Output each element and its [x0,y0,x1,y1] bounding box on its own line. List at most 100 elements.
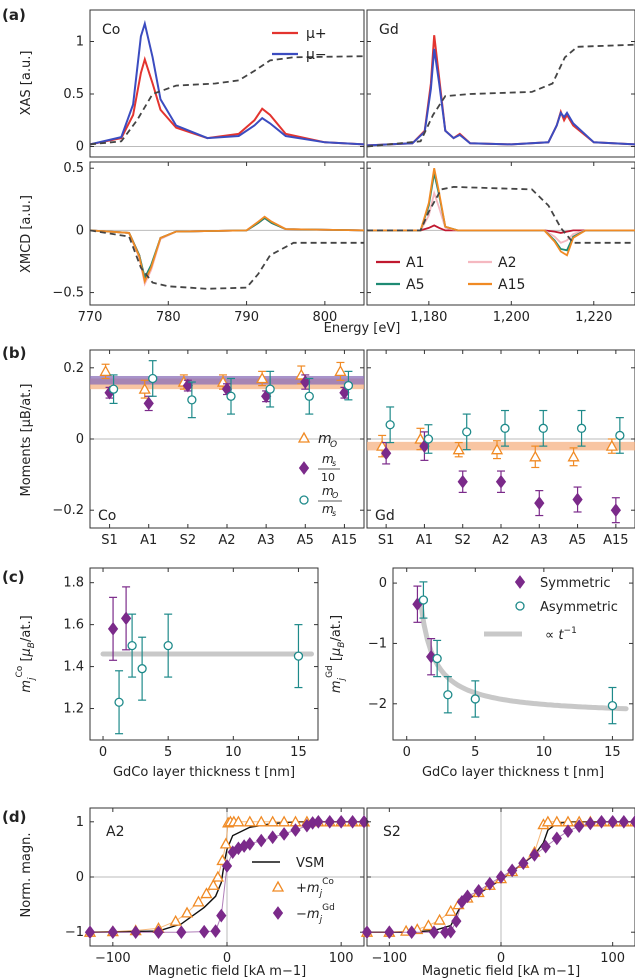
moments-point-m_s/10 [457,474,468,489]
mj-x-label: 0 [403,745,411,760]
hyst-point-−m_j^Gd [153,925,164,940]
panel-label: (b) [2,344,26,362]
moments-x-label: A5 [569,533,586,548]
mj-y-label: −2 [368,697,387,712]
hyst-point-+m_j^Co [243,815,256,827]
moments-point-m_O [256,372,269,384]
moments-legend-label: m [322,452,334,466]
hyst-point-+m_j^Co [200,887,213,899]
energy-xlabel: Energy [eV] [324,321,401,336]
xmcd-x-label: 1,180 [410,310,447,325]
moments-x-label: A2 [492,533,509,548]
mj-co-ylabel: mjCo [μB/at.] [15,615,37,692]
mj-y-label: 1.8 [63,576,84,591]
moments-point-m_s/10 [381,446,392,461]
mj-x-label: 10 [225,745,242,760]
xas-frame-Gd [366,9,635,158]
hyst-point-−m_j^Gd [585,816,596,831]
moments-legend-label: m [322,484,334,498]
xmcd-x-label: 1,200 [493,310,530,325]
hyst-point-+m_j^Co [255,815,268,827]
moments-legend-label: 10 [321,471,335,484]
hyst-point-−m_j^Gd [540,839,551,854]
hyst-point-−m_j^Gd [562,824,574,839]
mj-frame-Co [89,567,319,741]
hyst-sample-label: S2 [383,824,401,840]
moments-ylabel: Moments [μB/at.] [19,384,34,497]
mj-point-Asymmetric [137,664,147,674]
hyst-point-+m_j^Co [180,906,194,918]
xas-series-step [90,55,364,146]
xmcd-x-label: 790 [234,310,259,325]
moments-legend-sub: s [332,509,336,518]
hyst-point-−m_j^Gd [574,819,585,834]
moments-point-m_O [605,439,618,451]
hyst-point-+m_j^Co [192,895,205,907]
xmcd-frame-Co [89,161,365,306]
hyst-legend-label: +mjCo [296,877,334,899]
moments-element-label: Co [98,508,116,524]
moments-legend-sub: O [332,491,338,500]
xas-y-label: 0 [76,140,84,155]
moments-x-label: A15 [603,533,628,548]
hyst-point-+m_j^Co [207,878,220,890]
xmcd-series-A1 [367,224,635,234]
mj-legend-marker [515,601,525,611]
mj-point-Asymmetric [418,595,429,605]
panel-label: (a) [2,6,26,24]
xmcd-series-A15 [90,215,364,285]
xas-series-μ− [367,48,635,147]
hyst-point-−m_j^Gd [618,814,629,829]
mj-point-Asymmetric [293,651,304,661]
moments-point-m_O/m_s [343,380,354,391]
hyst-point-+m_j^Co [277,815,291,827]
hyst-point-−m_j^Gd [607,814,618,829]
hyst-point-−m_j^Gd [462,889,473,904]
moments-point-m_O/m_s [265,384,275,394]
xmcd-series-A5 [367,173,635,252]
moments-x-label: A5 [297,533,314,548]
mj-y-label: 1.2 [63,702,84,717]
field-xlabel: Magnetic field [kA m−1] [148,964,306,979]
moments-x-label: S1 [101,533,118,548]
hyst-point-−m_j^Gd [518,856,529,871]
mj-point-Asymmetric [127,640,137,651]
mj-legend-label: Asymmetric [540,600,618,615]
hyst-point-−m_j^Gd [313,814,324,829]
hyst-y-label: 1 [76,815,84,830]
moments-point-m_O [529,450,542,462]
hyst-point-−m_j^Gd [336,814,347,829]
hyst-x-label: 100 [600,951,625,966]
xmcd-series-A2 [367,189,635,244]
xmcd-series-integral [367,185,635,244]
mj-legend-label: ∝ t−1 [545,626,577,643]
hyst-point-−m_j^Gd [221,859,233,873]
xmcd-series-A2 [90,215,364,287]
hyst-point-−m_j^Gd [361,925,373,940]
moments-legend-label: m [318,431,332,447]
moments-point-m_O/m_s [423,434,434,444]
xas-frame-Co [89,9,365,158]
moments-point-m_O/m_s [538,423,548,433]
xmcd-legend-label: A15 [498,277,525,293]
hyst-point-+m_j^Co [211,870,224,882]
hyst-point-+m_j^Co [219,837,232,849]
moments-point-m_s/10 [495,474,507,489]
hyst-point-−m_j^Gd [551,831,562,846]
hyst-point-+m_j^Co [169,914,182,926]
moments-y-label: 0.2 [63,361,84,376]
moments-point-m_O [99,365,112,377]
xmcd-series-integral [90,229,364,290]
xmcd-series-A15 [367,168,635,257]
field-xlabel: Magnetic field [kA m−1] [422,964,580,979]
hyst-point-−m_j^Gd [507,863,518,878]
hyst-point-−m_j^Gd [484,876,495,891]
moments-point-m_O/m_s [108,384,119,394]
hyst-point-−m_j^Gd [596,814,607,829]
hyst-point-−m_j^Gd [290,823,301,837]
moments-point-m_O [490,443,504,455]
mj-y-label: 1.4 [63,660,84,675]
moments-point-m_O [376,439,389,451]
mj-x-label: 5 [164,745,172,760]
xmcd-x-label: 1,220 [575,310,612,325]
